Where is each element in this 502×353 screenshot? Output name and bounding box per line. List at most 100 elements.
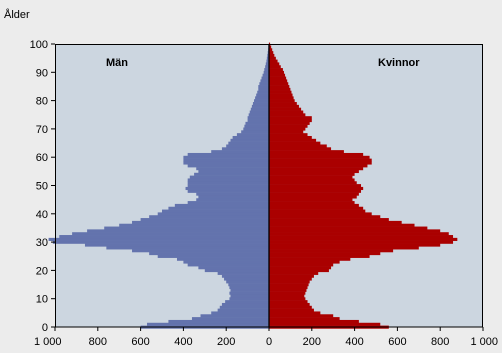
women-bar-age-53	[269, 175, 353, 179]
women-bar-age-90	[269, 70, 284, 75]
women-bar-age-31	[269, 237, 458, 241]
women-bar-age-54	[269, 172, 355, 176]
men-bar-age-96	[267, 53, 269, 58]
men-bar-age-90	[263, 70, 269, 75]
men-bar-age-18	[221, 274, 269, 278]
women-bar-age-64	[269, 144, 327, 148]
women-bar-age-56	[269, 167, 364, 171]
men-bar-age-75	[248, 113, 269, 117]
women-bar-age-77	[269, 107, 302, 111]
women-bar-age-38	[269, 218, 389, 222]
y-axis-title: Ålder	[4, 8, 30, 21]
men-bar-age-95	[266, 56, 269, 60]
men-bar-age-79	[252, 102, 269, 106]
men-bar-age-84	[258, 87, 269, 91]
women-bar-age-50	[269, 184, 362, 188]
x-tick-label: 200	[217, 336, 235, 348]
women-bar-age-33	[269, 232, 449, 236]
women-bar-age-23	[269, 260, 340, 264]
men-bar-age-91	[264, 68, 269, 72]
men-bar-age-49	[185, 186, 269, 191]
x-tick-label: 800	[89, 336, 107, 348]
men-bar-age-41	[162, 209, 269, 213]
y-tick-label: 10	[36, 294, 48, 306]
women-bar-age-9	[269, 300, 308, 304]
men-bar-age-60	[183, 155, 269, 159]
men-bar-age-46	[198, 195, 269, 199]
men-bar-age-1	[147, 322, 269, 326]
men-bar-age-54	[194, 172, 269, 176]
women-bar-age-60	[269, 155, 370, 159]
men-bar-age-19	[217, 271, 269, 275]
men-bar-age-33	[72, 232, 270, 236]
women-bar-age-57	[269, 164, 368, 168]
men-bar-age-20	[204, 268, 269, 273]
women-bars	[269, 42, 458, 329]
men-bar-age-52	[187, 178, 269, 182]
women-bar-age-82	[269, 93, 293, 97]
men-bar-age-23	[183, 260, 269, 264]
y-tick-label: 50	[36, 181, 48, 193]
women-bar-age-7	[269, 305, 312, 309]
legend-label-women: Kvinnor	[378, 57, 420, 69]
women-bar-age-21	[269, 266, 332, 270]
women-bar-age-71	[269, 124, 308, 128]
men-bar-age-29	[84, 243, 270, 247]
women-bar-age-10	[269, 297, 306, 301]
y-tick-label: 90	[36, 67, 48, 79]
men-bar-age-30	[52, 240, 269, 244]
women-bar-age-86	[269, 82, 289, 86]
men-bar-age-32	[59, 235, 269, 239]
men-bar-age-28	[106, 246, 269, 250]
men-bar-age-11	[230, 294, 269, 298]
men-bar-age-74	[247, 116, 269, 120]
men-bar-age-26	[149, 252, 269, 256]
men-bar-age-67	[232, 135, 269, 140]
women-bar-age-62	[269, 150, 344, 154]
men-bar-age-77	[250, 107, 269, 111]
women-bar-age-13	[269, 288, 307, 292]
men-bar-age-61	[187, 152, 269, 157]
women-bar-age-25	[269, 254, 370, 258]
women-bar-age-22	[269, 263, 334, 267]
women-bar-age-73	[269, 119, 312, 123]
women-bar-age-63	[269, 147, 332, 151]
women-bar-age-14	[269, 285, 308, 290]
women-bar-age-75	[269, 113, 306, 117]
women-bar-age-93	[269, 62, 280, 66]
women-bar-age-48	[269, 189, 362, 193]
women-bar-age-43	[269, 203, 359, 208]
women-bar-age-87	[269, 79, 288, 83]
women-bar-age-69	[269, 130, 304, 134]
women-bar-age-94	[269, 59, 278, 63]
men-bar-age-66	[230, 138, 269, 142]
women-bar-age-52	[269, 178, 355, 182]
women-bar-age-78	[269, 104, 299, 108]
women-bar-age-84	[269, 87, 291, 91]
men-bar-age-48	[187, 189, 269, 193]
women-bar-age-3	[269, 317, 340, 321]
men-bar-age-88	[261, 76, 269, 80]
y-tick-label: 60	[36, 152, 48, 164]
women-bar-age-30	[269, 240, 454, 244]
x-tick-label: 800	[431, 336, 449, 348]
men-bar-age-81	[255, 96, 269, 100]
women-bar-age-44	[269, 201, 355, 205]
men-bar-age-55	[198, 169, 269, 174]
men-bar-age-35	[104, 226, 269, 230]
men-bar-age-37	[132, 220, 269, 224]
y-tick-label: 80	[36, 96, 48, 108]
women-bar-age-85	[269, 85, 290, 89]
women-bar-age-46	[269, 195, 357, 199]
men-bar-age-82	[256, 93, 269, 97]
women-bar-age-83	[269, 90, 292, 94]
women-bar-age-47	[269, 192, 359, 196]
men-bar-age-56	[196, 167, 269, 171]
men-bar-age-36	[119, 223, 269, 227]
women-bar-age-16	[269, 280, 310, 284]
men-bar-age-62	[211, 150, 269, 154]
women-bar-age-49	[269, 186, 364, 191]
men-bar-age-8	[221, 302, 269, 307]
x-tick-label: 600	[131, 336, 149, 348]
legend-label-men: Män	[106, 57, 128, 69]
